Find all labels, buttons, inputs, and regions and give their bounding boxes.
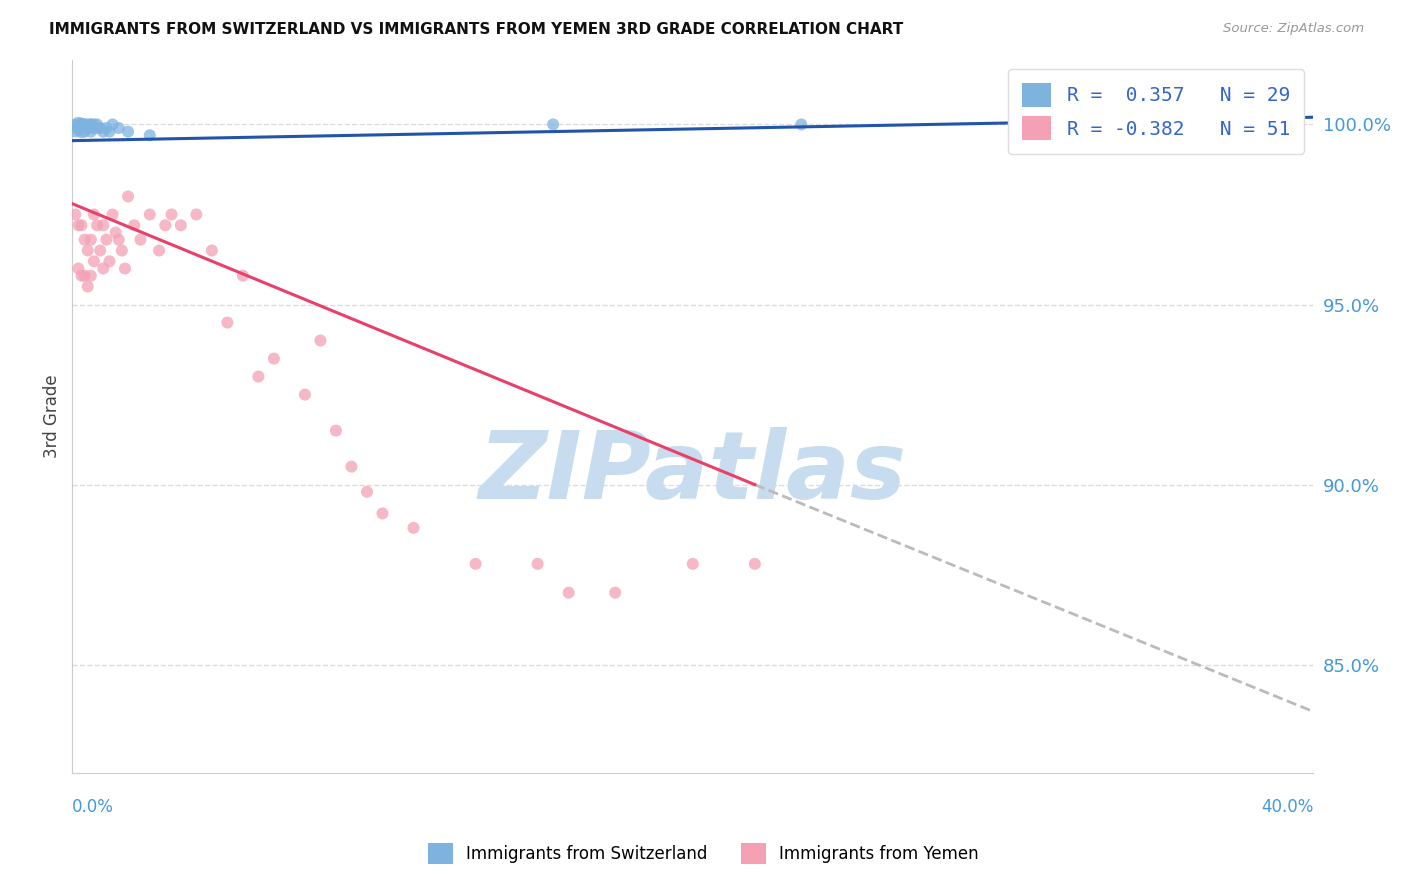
Point <box>682 557 704 571</box>
Point <box>201 244 224 258</box>
Point <box>67 121 90 136</box>
Point <box>96 233 118 247</box>
Point <box>557 585 579 599</box>
Point <box>160 207 183 221</box>
Point <box>73 118 96 132</box>
Point <box>148 244 170 258</box>
Point <box>70 268 93 283</box>
Point <box>155 219 177 233</box>
Point <box>83 254 105 268</box>
Point <box>217 316 239 330</box>
Point <box>73 118 96 132</box>
Point <box>340 459 363 474</box>
Text: IMMIGRANTS FROM SWITZERLAND VS IMMIGRANTS FROM YEMEN 3RD GRADE CORRELATION CHART: IMMIGRANTS FROM SWITZERLAND VS IMMIGRANT… <box>49 22 904 37</box>
Point <box>65 121 87 136</box>
Text: ZIPatlas: ZIPatlas <box>478 427 907 519</box>
Point <box>114 261 136 276</box>
Point <box>86 118 108 132</box>
Point <box>76 121 98 136</box>
Point <box>371 507 394 521</box>
Point <box>67 118 90 132</box>
Text: Source: ZipAtlas.com: Source: ZipAtlas.com <box>1223 22 1364 36</box>
Point <box>70 125 93 139</box>
Point <box>111 244 134 258</box>
Point <box>117 125 139 139</box>
Point <box>526 557 548 571</box>
Point <box>247 369 270 384</box>
Point <box>101 118 124 132</box>
Point <box>80 125 103 139</box>
Point <box>744 557 766 571</box>
Point <box>464 557 486 571</box>
Point <box>67 261 90 276</box>
Point <box>541 118 564 132</box>
Point <box>91 261 114 276</box>
Point <box>605 585 627 599</box>
Point <box>104 226 127 240</box>
Point <box>73 233 96 247</box>
Point <box>356 484 378 499</box>
Y-axis label: 3rd Grade: 3rd Grade <box>44 375 60 458</box>
Point <box>73 125 96 139</box>
Point <box>309 334 332 348</box>
Text: 40.0%: 40.0% <box>1261 798 1313 816</box>
Point <box>790 118 813 132</box>
Point <box>91 219 114 233</box>
Point <box>98 125 121 139</box>
Point <box>83 121 105 136</box>
Point <box>80 268 103 283</box>
Point <box>86 219 108 233</box>
Point <box>232 268 254 283</box>
Point <box>91 125 114 139</box>
Point <box>70 118 93 132</box>
Point <box>96 121 118 136</box>
Text: 0.0%: 0.0% <box>72 798 114 816</box>
Point <box>70 118 93 132</box>
Point <box>67 219 90 233</box>
Point <box>89 121 111 136</box>
Point <box>107 121 129 136</box>
Point <box>117 189 139 203</box>
Point <box>101 207 124 221</box>
Point <box>73 268 96 283</box>
Point <box>170 219 193 233</box>
Point <box>98 254 121 268</box>
Point <box>80 118 103 132</box>
Point <box>65 207 87 221</box>
Point <box>139 128 162 143</box>
Point <box>294 387 316 401</box>
Legend: R =  0.357   N = 29, R = -0.382   N = 51: R = 0.357 N = 29, R = -0.382 N = 51 <box>1008 70 1303 153</box>
Point <box>80 233 103 247</box>
Legend: Immigrants from Switzerland, Immigrants from Yemen: Immigrants from Switzerland, Immigrants … <box>420 837 986 871</box>
Point <box>76 121 98 136</box>
Point <box>139 207 162 221</box>
Point <box>76 279 98 293</box>
Point <box>402 521 425 535</box>
Point <box>89 244 111 258</box>
Point <box>263 351 285 366</box>
Point <box>325 424 347 438</box>
Point <box>86 121 108 136</box>
Point <box>124 219 146 233</box>
Point <box>80 118 103 132</box>
Point <box>70 219 93 233</box>
Point <box>76 244 98 258</box>
Point <box>107 233 129 247</box>
Point <box>83 118 105 132</box>
Point <box>83 207 105 221</box>
Point <box>76 118 98 132</box>
Point <box>186 207 208 221</box>
Point <box>129 233 152 247</box>
